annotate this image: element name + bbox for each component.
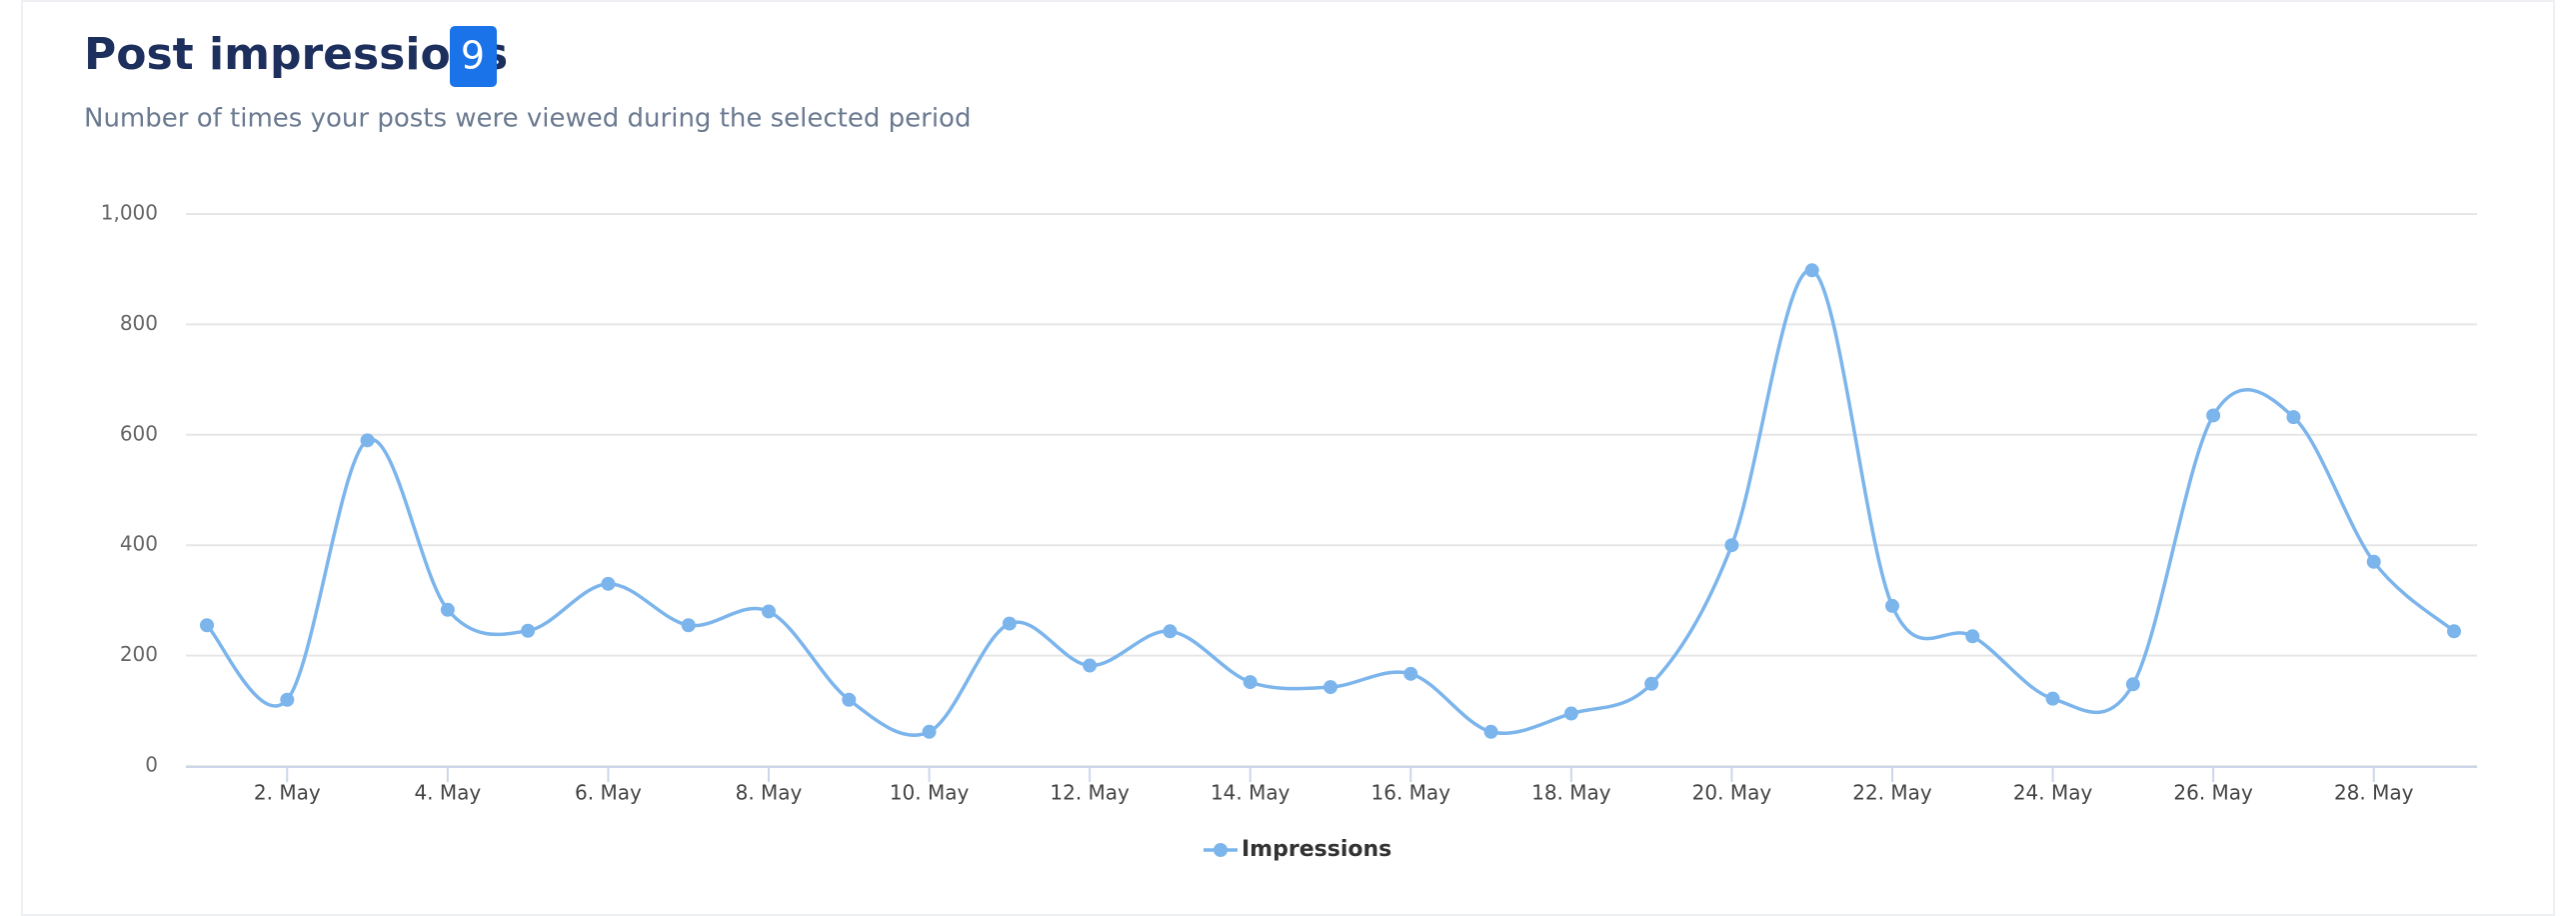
y-tick-label: 400	[120, 532, 158, 556]
data-point	[681, 618, 696, 633]
data-point	[1965, 629, 1980, 644]
data-point	[2366, 554, 2381, 569]
badge-box	[450, 26, 497, 87]
y-tick-label: 600	[120, 421, 158, 445]
card-border	[21, 0, 2555, 916]
data-point	[1403, 666, 1418, 681]
data-point	[2447, 624, 2461, 639]
x-tick-label: 24. May	[2013, 781, 2093, 805]
x-tick-label: 20. May	[1692, 781, 1772, 805]
y-tick-label: 800	[120, 311, 158, 335]
data-point	[1083, 658, 1098, 673]
x-tick-label: 28. May	[2334, 781, 2414, 805]
data-point	[1163, 624, 1178, 639]
data-point	[280, 692, 295, 707]
x-tick-label: 26. May	[2173, 781, 2253, 805]
data-point	[1804, 263, 1819, 278]
y-tick-label: 200	[120, 642, 158, 666]
y-tick-label: 1,000	[101, 201, 158, 225]
x-tick-label: 8. May	[736, 781, 803, 805]
x-tick-label: 4. May	[414, 781, 481, 805]
data-point	[842, 692, 857, 707]
x-tick-label: 10. May	[890, 781, 970, 805]
data-point	[2045, 691, 2060, 706]
data-point	[200, 618, 214, 633]
data-point	[762, 604, 776, 619]
data-point	[2125, 677, 2140, 692]
x-tick-label: 18. May	[1531, 781, 1611, 805]
x-tick-label: 22. May	[1852, 781, 1932, 805]
data-point	[601, 576, 616, 591]
data-point	[1563, 706, 1578, 721]
data-point	[360, 433, 375, 448]
data-point	[1002, 616, 1017, 631]
data-point	[2286, 410, 2301, 425]
x-tick-label: 2. May	[254, 781, 321, 805]
data-point	[1323, 680, 1337, 695]
x-tick-label: 14. May	[1211, 781, 1290, 805]
legend-marker	[1214, 843, 1228, 857]
x-tick-label: 6. May	[575, 781, 642, 805]
x-tick-label: 16. May	[1371, 781, 1451, 805]
data-point	[922, 724, 937, 739]
y-tick-label: 0	[145, 753, 158, 777]
data-point	[1724, 538, 1739, 553]
data-point	[521, 623, 536, 638]
data-point	[1483, 724, 1498, 739]
data-point	[1644, 676, 1659, 691]
chart-title: Post impressions	[84, 29, 508, 80]
data-point	[1243, 675, 1258, 690]
data-point	[2206, 408, 2221, 423]
x-tick-label: 12. May	[1050, 781, 1130, 805]
series-line	[205, 268, 2456, 737]
badge: 9	[461, 34, 485, 78]
chart-subtitle: Number of times your posts were viewed d…	[84, 104, 971, 134]
data-point	[1885, 598, 1899, 613]
legend-label: Impressions	[1242, 837, 1391, 862]
data-point	[440, 602, 455, 617]
